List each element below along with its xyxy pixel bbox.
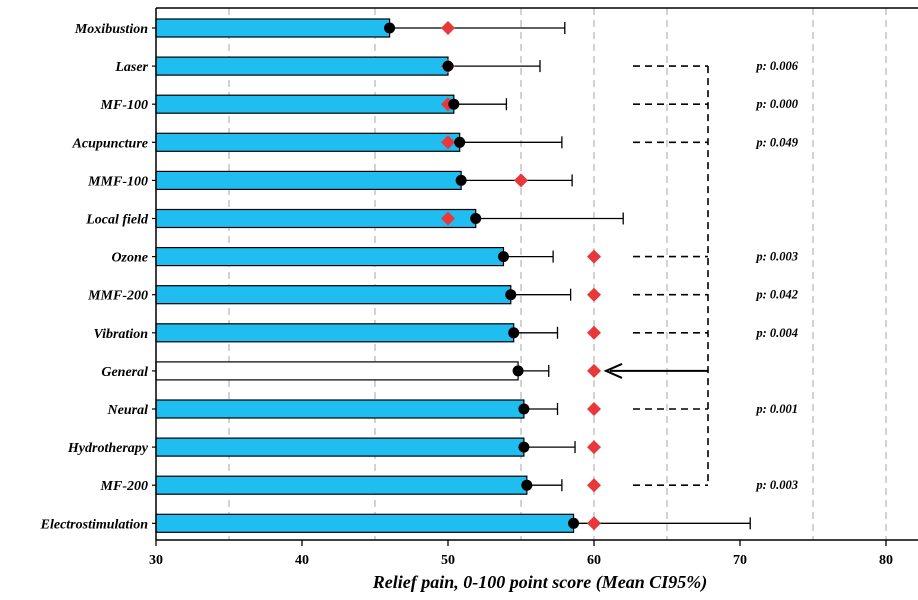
category-label: MF-200	[100, 479, 148, 494]
mean-marker	[505, 289, 517, 301]
reference-marker	[514, 173, 528, 188]
bar-ozone	[155, 247, 505, 267]
bar-mf-100	[155, 94, 455, 114]
p-value-label: p: 0.000	[755, 97, 798, 111]
mean-marker	[454, 136, 466, 148]
p-value-label: p: 0.042	[755, 288, 798, 302]
bar-mf-200	[155, 475, 528, 495]
p-value-label: p: 0.001	[755, 402, 798, 416]
reference-marker	[587, 516, 601, 531]
bar-laser	[155, 56, 449, 76]
gridlines	[228, 8, 887, 540]
reference-marker	[587, 440, 601, 455]
category-label: Electrostimulation	[40, 517, 149, 532]
x-tick-label: 60	[587, 553, 601, 568]
bar-vibration	[155, 323, 515, 343]
mean-marker	[521, 479, 533, 491]
category-label: MMF-200	[87, 289, 148, 304]
reference-marker	[587, 402, 601, 416]
bar-neural	[155, 399, 525, 419]
category-label: Local field	[85, 213, 149, 228]
mean-marker	[455, 174, 467, 186]
bar-electrostimulation	[155, 513, 575, 533]
reference-marker	[441, 135, 455, 150]
mean-marker	[497, 251, 509, 263]
bar-local-field	[155, 208, 477, 229]
x-tick-label: 80	[879, 553, 893, 568]
category-label: Moxibustion	[74, 22, 148, 37]
category-label: General	[101, 365, 148, 380]
mean-marker	[442, 60, 454, 72]
p-value-label: p: 0.004	[755, 326, 798, 340]
comparison-brackets: p: 0.006 p: 0.000 p: 0.049 p: 0.003 p: 0.042…	[603, 59, 799, 492]
reference-marker	[441, 21, 455, 35]
x-tick-label: 40	[295, 553, 309, 568]
mean-marker	[512, 365, 524, 377]
mean-marker	[384, 22, 396, 34]
mean-marker	[518, 403, 530, 415]
x-tick-label: 50	[441, 553, 455, 568]
reference-marker	[587, 249, 601, 264]
bar-mmf-200	[155, 285, 512, 305]
category-label: Neural	[107, 403, 149, 418]
category-label: MMF-100	[87, 174, 148, 189]
reference-marker	[587, 287, 601, 302]
category-label: Acupuncture	[72, 136, 148, 151]
x-tick-label: 30	[149, 553, 163, 568]
mean-marker	[508, 327, 520, 339]
bar-moxibustion	[155, 18, 391, 38]
p-value-label: p: 0.049	[755, 135, 798, 149]
category-label: MF-100	[100, 98, 148, 113]
markers	[384, 21, 601, 531]
bar-general	[155, 361, 519, 381]
mean-marker	[448, 98, 460, 110]
reference-marker	[587, 325, 601, 340]
bar-acupuncture	[155, 132, 461, 152]
category-label: Vibration	[94, 327, 149, 342]
reference-arrow-head	[603, 362, 623, 379]
p-value-label: p: 0.003	[755, 478, 798, 492]
category-label: Hydrotherapy	[67, 441, 149, 456]
x-axis-title: Relief pain, 0-100 point score (Mean CI9…	[372, 572, 708, 593]
reference-marker	[587, 363, 601, 378]
p-value-label: p: 0.003	[755, 250, 798, 264]
bar-hydrotherapy	[155, 437, 525, 457]
category-label: Laser	[114, 60, 148, 75]
p-value-label: p: 0.006	[755, 59, 798, 73]
x-tick-label: 70	[733, 553, 747, 568]
bar-mmf-100	[155, 170, 462, 190]
mean-marker	[518, 441, 530, 453]
labels: Moxibustion Laser MF-100 Acupuncture MMF-100…	[40, 22, 149, 532]
mean-marker	[470, 213, 482, 224]
reference-marker	[587, 478, 601, 493]
bars	[155, 18, 575, 533]
mean-marker	[568, 517, 580, 529]
category-label: Ozone	[111, 251, 148, 266]
reference-marker	[441, 211, 455, 226]
axes: 30 40 50 60 70 80	[149, 7, 918, 568]
